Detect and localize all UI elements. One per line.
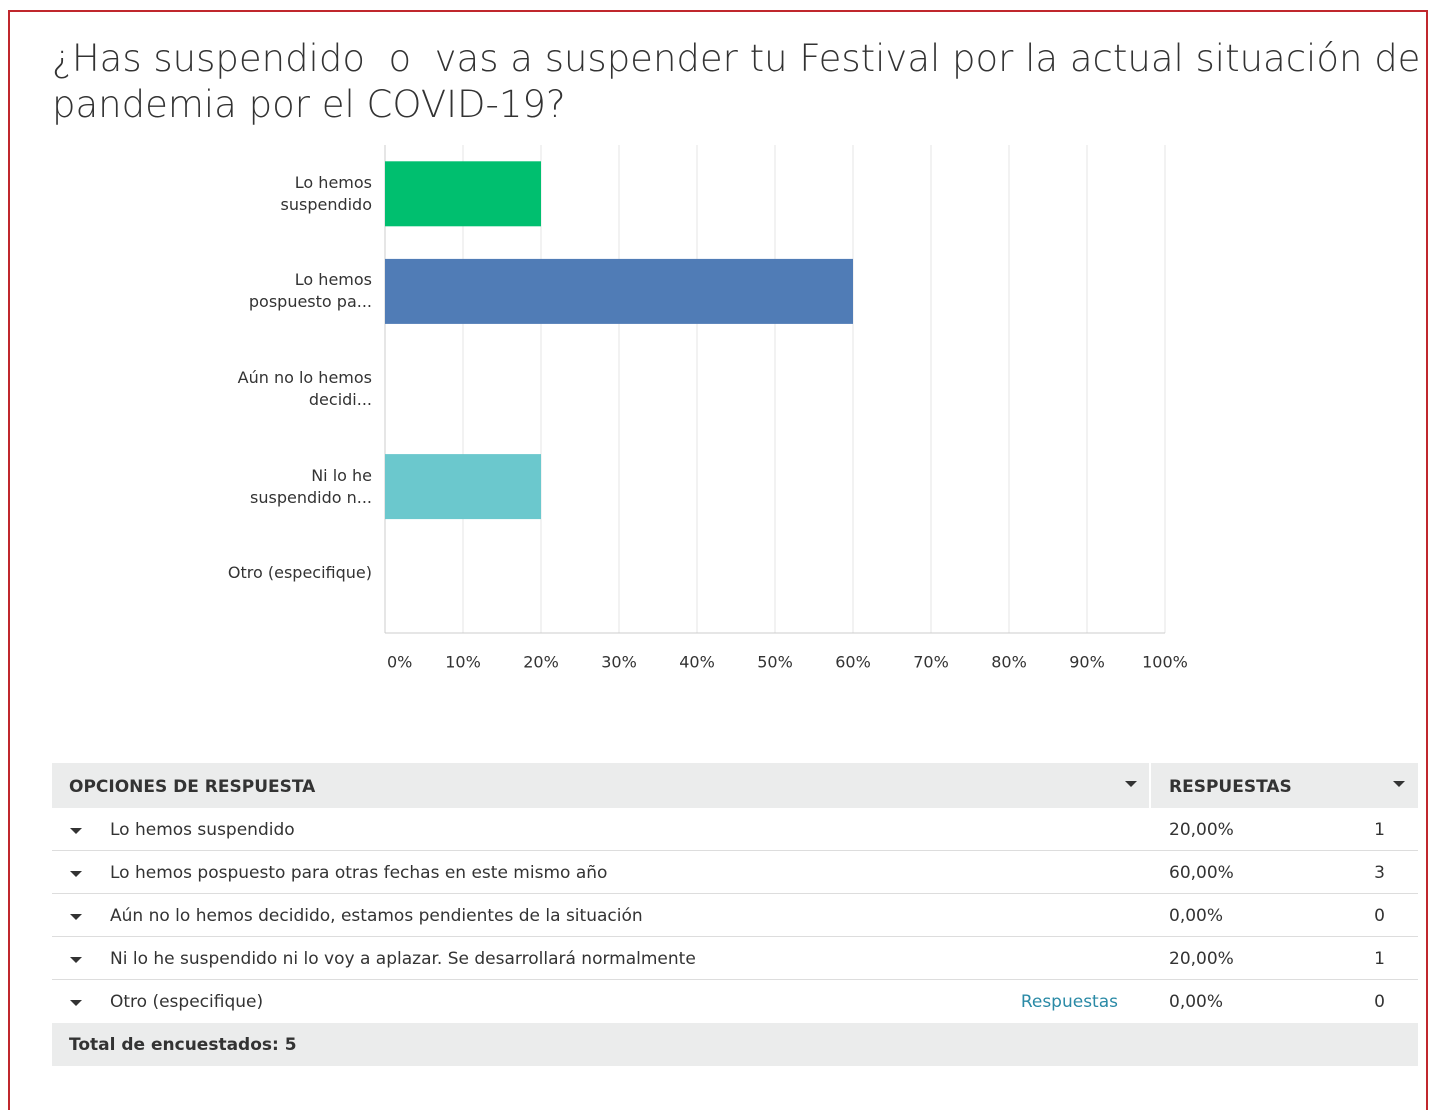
x-tick-label: 80% (991, 653, 1027, 672)
header-divider (1149, 763, 1151, 808)
expand-caret[interactable] (70, 1000, 82, 1006)
table-row: Aún no lo hemos decidido, estamos pendie… (52, 894, 1418, 937)
percent: 0,00% (1169, 992, 1224, 1012)
x-tick-label: 60% (835, 653, 871, 672)
percent: 60,00% (1169, 863, 1234, 883)
category-label: Aún no lo hemos decidi... (237, 368, 372, 409)
count: 3 (1374, 863, 1385, 883)
expand-caret[interactable] (70, 957, 82, 963)
bar (385, 258, 853, 324)
table-header: OPCIONES DE RESPUESTA RESPUESTAS (52, 763, 1418, 808)
count: 0 (1374, 906, 1385, 926)
category-label: Lo hemos pospuesto pa... (248, 270, 372, 312)
option-label: Aún no lo hemos decidido, estamos pendie… (110, 906, 643, 926)
responses-link[interactable]: Respuestas (1020, 992, 1118, 1012)
expand-caret[interactable] (70, 871, 82, 877)
bar (385, 161, 541, 227)
table-row: Otro (especifique) Respuestas 0,00% 0 (52, 980, 1418, 1023)
header-cell: OPCIONES DE RESPUESTA (69, 777, 316, 797)
x-tick-label: 30% (601, 653, 637, 672)
x-tick-label: 100% (1142, 653, 1188, 672)
bar (385, 454, 541, 520)
x-tick-label: 50% (757, 653, 793, 672)
expand-caret[interactable] (70, 828, 82, 834)
table-footer: Total de encuestados: 5 (52, 1023, 1418, 1066)
frame (8, 10, 1428, 1110)
category-label: Lo hemos suspendido (280, 172, 373, 214)
option-label: Lo hemos suspendido (110, 820, 295, 840)
count: 1 (1374, 820, 1385, 840)
x-tick-label: 20% (523, 653, 559, 672)
table-row: Ni lo he suspendido ni lo voy a aplazar.… (52, 937, 1418, 980)
expand-caret[interactable] (70, 914, 82, 920)
x-tick-label: 70% (913, 653, 949, 672)
header-cell: RESPUESTAS (1169, 777, 1292, 797)
total-respondents: Total de encuestados: 5 (69, 1035, 297, 1055)
count: 1 (1374, 949, 1385, 969)
percent: 20,00% (1169, 820, 1234, 840)
percent: 0,00% (1169, 906, 1224, 926)
category-label: Otro (especifique) (227, 563, 372, 583)
option-label: Ni lo he suspendido ni lo voy a aplazar.… (110, 949, 696, 969)
table-row: Lo hemos pospuesto para otras fechas en … (52, 851, 1418, 894)
percent: 20,00% (1169, 949, 1234, 969)
chart-title: ¿Has suspendido o vas a suspender tu Fes… (52, 37, 1433, 126)
sort-caret[interactable] (1393, 781, 1405, 787)
option-label: Otro (especifique) (110, 992, 264, 1012)
x-tick-label: 40% (679, 653, 715, 672)
x-tick-label: 90% (1069, 653, 1105, 672)
x-tick-label: 10% (445, 653, 481, 672)
category-label: Ni lo he suspendido n... (250, 465, 372, 507)
x-tick-label: 0% (387, 653, 412, 672)
option-label: Lo hemos pospuesto para otras fechas en … (110, 863, 608, 883)
sort-caret[interactable] (1125, 781, 1137, 787)
chart: 0% 10% 20% 30% 40% 50% 60% 70% 80% 90% 100% (384, 145, 1188, 672)
count: 0 (1374, 992, 1385, 1012)
table-row: Lo hemos suspendido 20,00% 1 (52, 808, 1418, 851)
